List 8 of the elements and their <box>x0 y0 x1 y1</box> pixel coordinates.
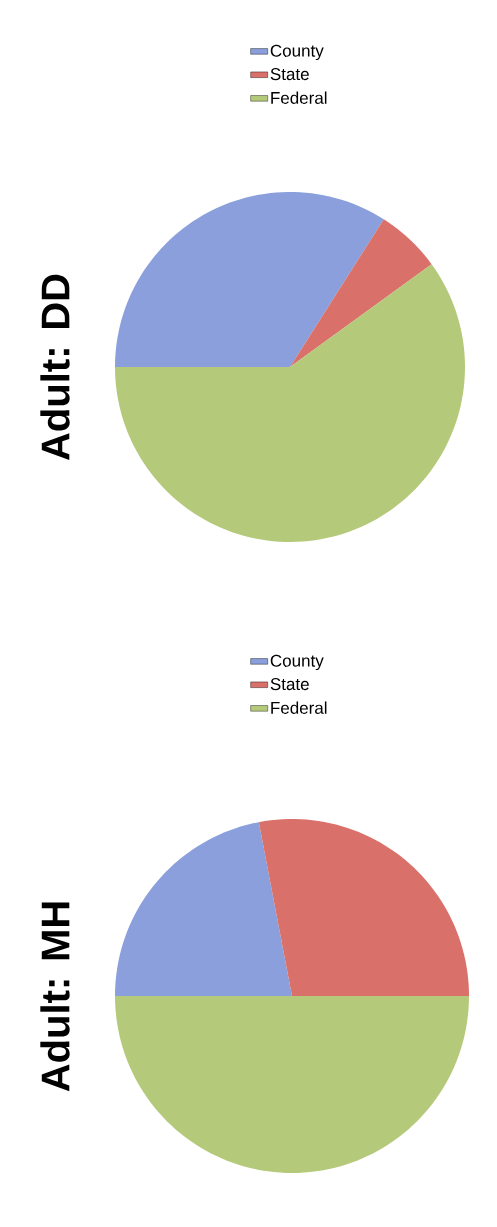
legend-label: State <box>270 68 309 81</box>
legend-label: County <box>270 654 324 671</box>
legend-label: State <box>270 678 309 691</box>
legend-label: County <box>270 44 324 61</box>
text: Adult: DD <box>40 274 70 461</box>
text: Adult: MH <box>40 902 70 1092</box>
legend-label: Federal <box>271 701 327 714</box>
legend-label: Federal <box>271 91 327 104</box>
